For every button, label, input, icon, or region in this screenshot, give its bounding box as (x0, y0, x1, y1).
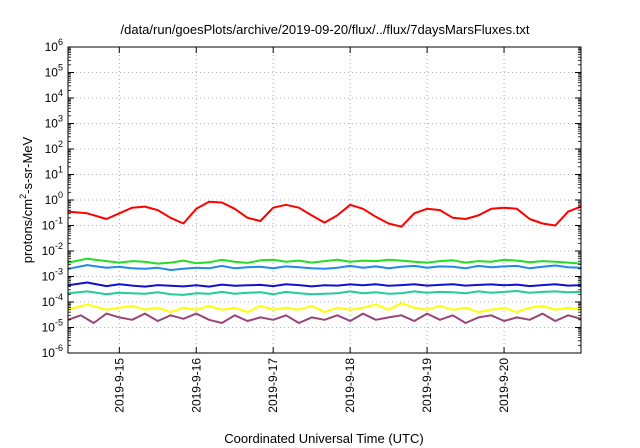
series-line-6 (67, 302, 582, 314)
y-tick-exponent: -3 (55, 267, 63, 277)
series-line-3 (67, 264, 582, 271)
y-tick-base: 10 (45, 117, 59, 131)
y-tick-base: 10 (45, 142, 59, 156)
y-tick-label: 10-1 (42, 216, 63, 233)
y-tick-base: 10 (42, 270, 56, 284)
x-tick-label: 2019-9-16 (189, 358, 203, 413)
y-tick-label: 101 (45, 165, 63, 182)
series-line-4 (67, 281, 582, 288)
y-tick-exponent: -5 (55, 318, 63, 328)
y-tick-exponent: 5 (58, 63, 63, 73)
y-tick-base: 10 (42, 244, 56, 258)
y-tick-exponent: 4 (58, 88, 63, 98)
y-tick-label: 10-4 (42, 292, 63, 309)
x-tick-label: 2019-9-17 (266, 358, 280, 413)
y-tick-base: 10 (45, 40, 59, 54)
y-tick-label: 106 (45, 37, 63, 54)
series-layer (67, 200, 582, 324)
x-tick-label: 2019-9-19 (420, 358, 434, 413)
y-tick-base: 10 (45, 91, 59, 105)
y-tick-label: 103 (45, 114, 63, 131)
y-tick-label: 100 (45, 190, 63, 207)
y-axis-label-unit: protons/cm (20, 199, 35, 263)
y-axis-label-sup: 2 (18, 194, 28, 199)
y-tick-label: 10-5 (42, 318, 63, 335)
series-line-7 (67, 312, 582, 324)
x-tick-label: 2019-9-18 (343, 358, 357, 413)
series-line-5 (67, 290, 582, 296)
y-tick-exponent: -4 (55, 292, 63, 302)
y-tick-exponent: 2 (58, 139, 63, 149)
series-line-1 (67, 200, 582, 228)
x-tick-label: 2019-9-15 (112, 358, 126, 413)
y-axis-label-rest: -s-sr-MeV (20, 136, 35, 193)
y-tick-exponent: 3 (58, 114, 63, 124)
y-tick-base: 10 (42, 295, 56, 309)
x-tick-label: 2019-9-20 (497, 358, 511, 413)
y-tick-label: 105 (45, 63, 63, 80)
x-axis: 2019-9-15 2019-9-16 2019-9-17 2019-9-18 2019… (112, 47, 511, 413)
y-tick-base: 10 (45, 193, 59, 207)
y-tick-base: 10 (45, 66, 59, 80)
y-tick-base: 10 (42, 346, 56, 360)
y-tick-label: 10-3 (42, 267, 63, 284)
x-axis-label: Coordinated Universal Time (UTC) (224, 431, 423, 446)
y-tick-label: 10-6 (42, 343, 63, 360)
y-tick-base: 10 (45, 168, 59, 182)
y-tick-exponent: -6 (55, 343, 63, 353)
y-axis: 10610510410310210110010-110-210-310-410-… (42, 37, 581, 360)
y-tick-exponent: 0 (58, 190, 63, 200)
y-tick-exponent: -1 (55, 216, 63, 226)
y-tick-label: 10-2 (42, 241, 63, 258)
chart-title: /data/run/goesPlots/archive/2019-09-20/f… (121, 22, 530, 37)
y-tick-label: 104 (45, 88, 63, 105)
series-line-2 (67, 257, 582, 265)
y-tick-exponent: 6 (58, 37, 63, 47)
y-tick-base: 10 (42, 219, 56, 233)
y-tick-label: 102 (45, 139, 63, 156)
y-tick-exponent: 1 (58, 165, 63, 175)
y-tick-exponent: -2 (55, 241, 63, 251)
y-axis-label: protons/cm2-s-sr-MeV (18, 136, 35, 263)
y-tick-base: 10 (42, 321, 56, 335)
